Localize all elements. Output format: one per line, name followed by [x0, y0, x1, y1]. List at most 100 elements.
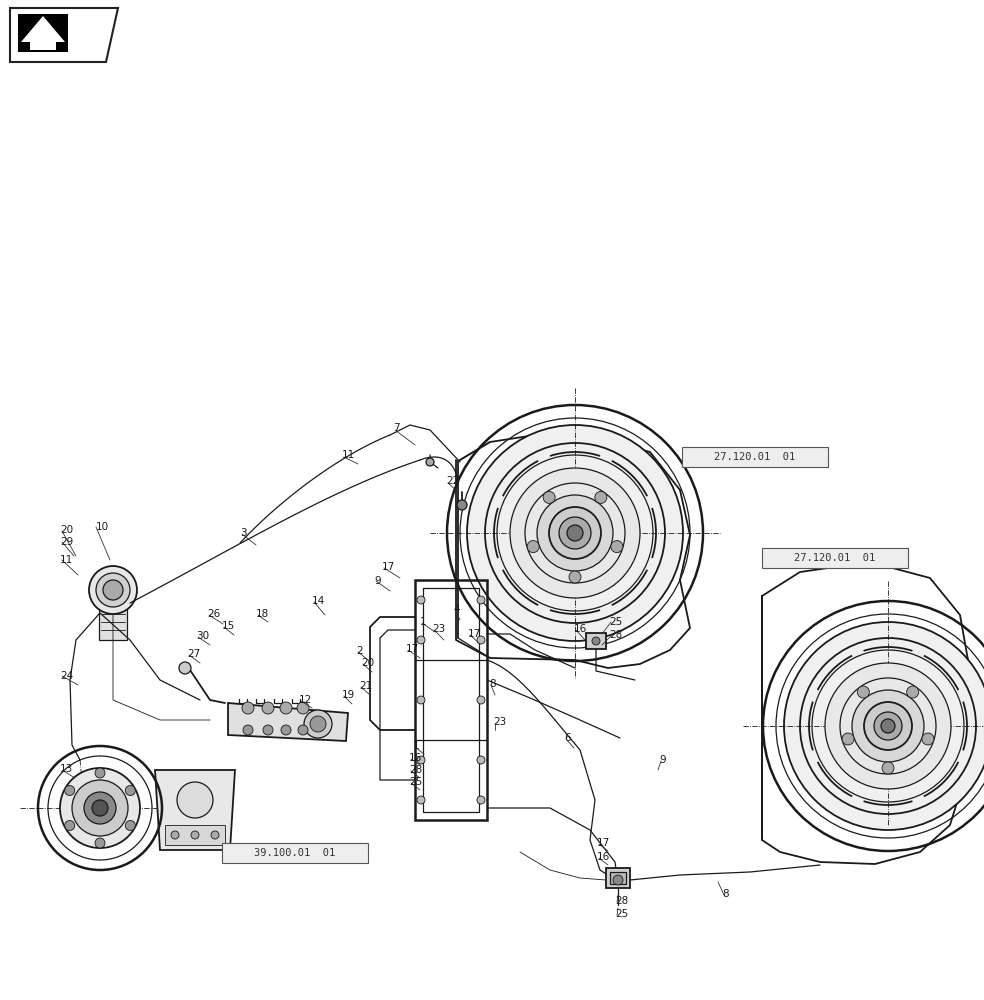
Circle shape [60, 768, 140, 848]
Circle shape [477, 596, 485, 604]
Circle shape [417, 636, 425, 644]
Circle shape [417, 756, 425, 764]
Circle shape [297, 702, 309, 714]
FancyBboxPatch shape [222, 843, 368, 863]
Text: 8: 8 [722, 889, 728, 899]
Circle shape [549, 507, 601, 559]
Circle shape [477, 636, 485, 644]
Circle shape [477, 696, 485, 704]
Text: 24: 24 [60, 671, 73, 681]
Circle shape [613, 875, 623, 885]
Text: 20: 20 [361, 658, 374, 668]
Circle shape [922, 733, 934, 745]
Circle shape [89, 566, 137, 614]
Text: 15: 15 [222, 621, 235, 631]
Circle shape [567, 525, 583, 541]
Circle shape [125, 820, 136, 830]
Circle shape [171, 831, 179, 839]
Circle shape [477, 756, 485, 764]
Text: 25: 25 [409, 777, 422, 787]
Circle shape [242, 702, 254, 714]
Text: 16: 16 [574, 624, 587, 634]
Text: 1: 1 [420, 617, 427, 627]
Text: 11: 11 [342, 450, 355, 460]
Text: 17: 17 [382, 562, 396, 572]
Circle shape [510, 468, 640, 598]
Bar [610, 872, 626, 884]
Text: 11: 11 [60, 555, 73, 565]
Circle shape [611, 541, 623, 553]
Circle shape [95, 768, 105, 778]
Text: 26: 26 [207, 609, 220, 619]
Text: 9: 9 [659, 755, 665, 765]
Circle shape [417, 796, 425, 804]
Circle shape [417, 696, 425, 704]
Bar [586, 633, 606, 649]
Text: 25: 25 [615, 909, 628, 919]
Circle shape [211, 831, 219, 839]
Circle shape [103, 580, 123, 600]
Text: 19: 19 [342, 690, 355, 700]
Text: 14: 14 [312, 596, 326, 606]
Circle shape [262, 702, 274, 714]
Circle shape [281, 725, 291, 735]
Circle shape [65, 786, 75, 796]
Text: 4: 4 [453, 604, 460, 614]
Polygon shape [21, 16, 65, 50]
FancyBboxPatch shape [682, 447, 828, 467]
Text: 6: 6 [564, 733, 571, 743]
Text: 8: 8 [489, 679, 496, 689]
Circle shape [906, 686, 919, 698]
Bar [415, 580, 487, 820]
Circle shape [191, 831, 199, 839]
Text: 30: 30 [196, 631, 210, 641]
Bar [606, 868, 630, 888]
Circle shape [874, 712, 902, 740]
Circle shape [243, 725, 253, 735]
Circle shape [477, 796, 485, 804]
Text: 13: 13 [60, 764, 73, 774]
Text: 17: 17 [406, 644, 419, 654]
Circle shape [263, 725, 273, 735]
Text: 9: 9 [374, 576, 381, 586]
Circle shape [595, 491, 607, 503]
Text: 12: 12 [299, 695, 312, 705]
Text: 27: 27 [187, 649, 201, 659]
Text: 23: 23 [493, 717, 506, 727]
Circle shape [857, 686, 869, 698]
Circle shape [426, 458, 434, 466]
Circle shape [92, 800, 108, 816]
Circle shape [467, 425, 683, 641]
Bar [165, 825, 225, 845]
Text: 7: 7 [393, 423, 400, 433]
Circle shape [95, 838, 105, 848]
Circle shape [304, 710, 332, 738]
Text: 28: 28 [615, 896, 628, 906]
Text: 16: 16 [409, 753, 422, 763]
Text: 10: 10 [96, 522, 109, 532]
Circle shape [179, 662, 191, 674]
Text: 16: 16 [597, 852, 610, 862]
Circle shape [298, 725, 308, 735]
Circle shape [527, 541, 539, 553]
Text: 3: 3 [240, 528, 247, 538]
Text: 27.120.01  01: 27.120.01 01 [714, 452, 796, 462]
Text: 17: 17 [468, 629, 481, 639]
Text: 1: 1 [413, 741, 419, 751]
Bar [18, 14, 68, 52]
Circle shape [569, 571, 581, 583]
FancyBboxPatch shape [762, 548, 908, 568]
Circle shape [65, 820, 75, 830]
Circle shape [96, 573, 130, 607]
Polygon shape [228, 703, 348, 741]
Text: 28: 28 [409, 765, 422, 775]
Circle shape [84, 792, 116, 824]
Circle shape [310, 716, 326, 732]
Text: 29: 29 [60, 537, 73, 547]
Text: 18: 18 [256, 609, 270, 619]
Polygon shape [155, 770, 235, 850]
Circle shape [592, 637, 600, 645]
Text: 28: 28 [609, 630, 622, 640]
Polygon shape [10, 8, 118, 62]
Circle shape [280, 702, 292, 714]
